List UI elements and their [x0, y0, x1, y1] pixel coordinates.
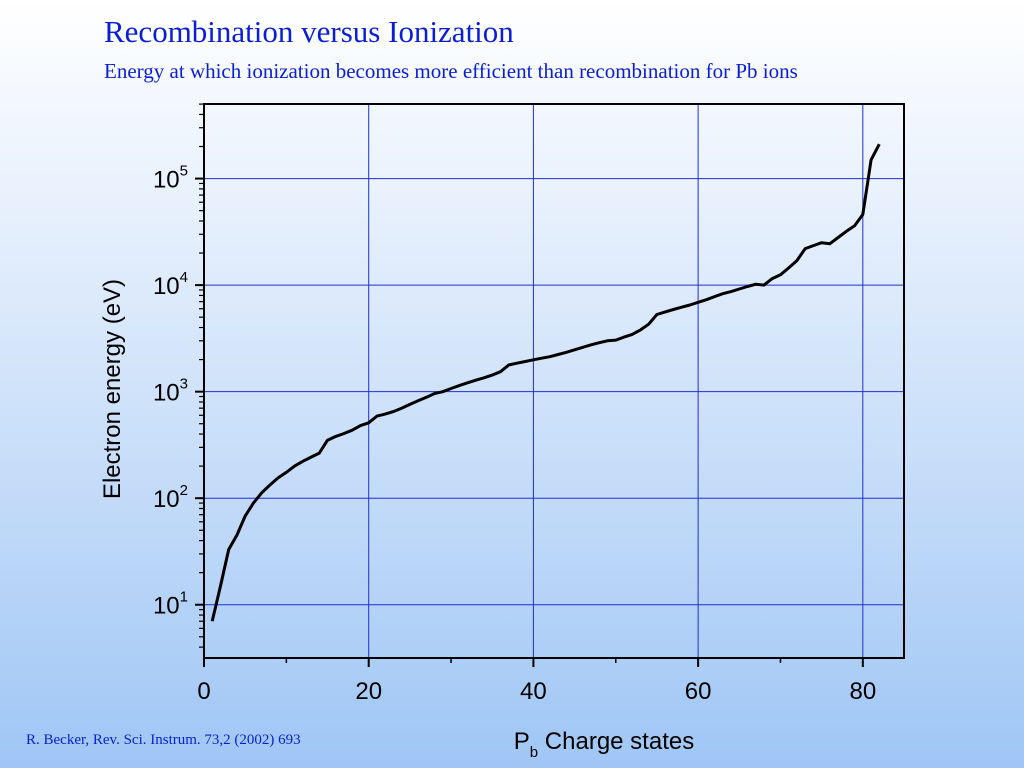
y-axis-title: Electron energy (eV): [99, 279, 126, 499]
y-axis: 101 102 103 104 105: [153, 163, 204, 620]
citation: R. Becker, Rev. Sci. Instrum. 73,2 (2002…: [26, 732, 301, 748]
x-tick-label: 80: [849, 678, 876, 705]
series-line: [210, 143, 881, 622]
y-tick-label: 101: [153, 589, 188, 620]
slide-subtitle: Energy at which ionization becomes more …: [104, 59, 798, 83]
chart-grid: [204, 104, 904, 658]
x-tick-label: 20: [355, 678, 382, 705]
plot-area: [203, 103, 905, 659]
x-axis: 0 20 40 60 80: [197, 658, 876, 705]
y-tick-label: 103: [153, 376, 188, 407]
minor-ticks: [199, 103, 782, 663]
x-tick-label: 0: [197, 678, 210, 705]
y-tick-label: 102: [153, 482, 188, 513]
y-tick-label: 104: [153, 269, 188, 300]
x-axis-title: Pb Charge states: [514, 728, 694, 761]
x-tick-label: 40: [520, 678, 547, 705]
slide-title: Recombination versus Ionization: [104, 14, 514, 49]
x-tick-label: 60: [685, 678, 712, 705]
y-tick-label: 105: [153, 163, 188, 194]
